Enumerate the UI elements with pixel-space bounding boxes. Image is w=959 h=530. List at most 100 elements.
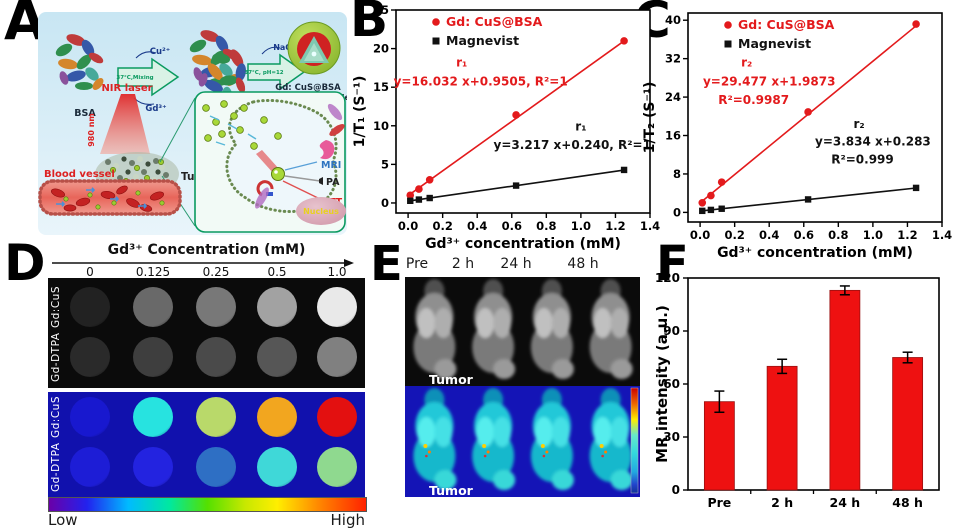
fit-annotation: y=29.477 x+1.9873: [703, 75, 835, 89]
y-tick-label: 15: [373, 80, 389, 94]
y-tick-label: 0: [672, 483, 680, 497]
sample-well-Gd-DTPA-1.0: [317, 337, 357, 377]
data-point: [707, 191, 715, 200]
data-point: [512, 111, 520, 119]
naoh-curved-arrow: [261, 46, 281, 55]
y-tick-label: 25: [373, 3, 389, 17]
sample-well-Gd-DTPA-0: [70, 337, 110, 377]
panel-a-scheme: BSA 37°C,Mixing Cu²⁺ Gd³⁺ Gd-BSA-Cu comp…: [38, 12, 355, 239]
sample-well-Gd:CuS-0: [70, 397, 110, 437]
sample-well-Gd:CuS-0.5: [257, 397, 297, 437]
x-tick-label: 0.8: [536, 219, 556, 233]
panel-e-invivo: Pre 2 h 24 h 48 h Tumor Tumor: [376, 242, 652, 530]
sample-well-Gd:CuS-0.125: [133, 397, 173, 437]
mouse-mr-image: [405, 277, 640, 386]
cu-ion-label: Cu²⁺: [150, 47, 171, 57]
chart-svg-F: 0 30 60 90 120 Pre 2 h 24 h 48 h MR intensity (a.…: [653, 271, 940, 510]
data-point: [718, 205, 725, 212]
inset-nanoparticle-highlight: [274, 170, 278, 174]
data-point: [620, 166, 628, 174]
tumor-label-color: Tumor: [429, 483, 473, 498]
fit-annotation: y=16.032 x+0.9505, R²=1: [394, 75, 568, 89]
fit-annotation: r₁: [575, 119, 586, 133]
colorbar-low-label: Low: [48, 511, 78, 529]
x-tick-label: 1.0: [863, 228, 883, 242]
sample-well-Gd-DTPA-0.25: [196, 447, 236, 487]
gd-concentration-title: Gd³⁺ Concentration (mM): [107, 242, 306, 258]
sample-well-Gd-DTPA-0.125: [133, 447, 173, 487]
data-point: [707, 206, 715, 214]
data-point: [699, 207, 706, 215]
mr-intensity-bar-chart: 0 30 60 90 120 Pre 2 h 24 h 48 h MR intensity (a.…: [653, 242, 959, 530]
column-label-0.5: 0.5: [267, 265, 287, 279]
y-tick-label: 30: [663, 430, 680, 444]
data-point: [425, 176, 434, 184]
category-label: 48 h: [892, 495, 923, 510]
mitochondria-icon: [255, 187, 269, 209]
panel-b-letter: B: [350, 0, 389, 48]
entering-nanoparticles: [202, 100, 282, 150]
reaction-arrow-1: [117, 57, 180, 97]
sample-well-Gd:CuS-0.125: [133, 287, 173, 327]
data-point: [406, 191, 415, 200]
data-point: [415, 196, 423, 203]
pa-arrow: [284, 175, 321, 182]
nir-laser-label: NIR laser: [101, 83, 152, 94]
zoom-line-top: [159, 97, 196, 163]
t1-grayscale-image: Gd:CuS Gd-DTPA: [48, 278, 365, 388]
chart-svg-B: 0.0 0.2 0.4 0.6 0.8 1.0 1.2 1.4 0 5 10 15 20 25 Gd³⁺ c…: [352, 3, 660, 252]
data-point: [804, 108, 812, 116]
sample-well-Gd:CuS-1.0: [317, 287, 357, 327]
data-point: [912, 20, 920, 28]
x-tick-label: 0.4: [759, 228, 779, 242]
fit-annotation: r₂: [853, 117, 864, 131]
mouse-body: [530, 279, 574, 379]
y-tick-label: 40: [665, 13, 681, 27]
legend-label: Magnevist: [446, 33, 519, 48]
gd-ion-label: Gd³⁺: [145, 104, 166, 114]
relaxivity-r2-chart: 0.0 0.2 0.4 0.6 0.8 1.0 1.2 1.4 0 8 16 24 32 40 Gd³⁺ c…: [640, 0, 959, 276]
y-axis-label: 1/T₁ (S⁻¹): [352, 76, 368, 148]
cell-membrane: [225, 98, 338, 213]
blood-vessel-label: Blood vessel: [44, 169, 115, 180]
nanoparticle-label-line1: Gd: CuS@BSA: [275, 83, 341, 93]
sample-well-Gd:CuS-1.0: [317, 397, 357, 437]
fit-annotation: y=3.834 x+0.283: [815, 135, 931, 149]
mouse-body: [530, 388, 574, 490]
magnet-pole-icon: [266, 192, 273, 196]
y-tick-label: 0: [381, 196, 389, 210]
laser-wavelength-label: 980 nm: [87, 113, 96, 147]
tissue-icon: [319, 140, 335, 160]
x-tick-label: 1.0: [571, 219, 591, 233]
laser-beam: [100, 94, 150, 154]
y-tick-label: 16: [665, 129, 681, 143]
y-tick-label: 32: [665, 52, 681, 66]
panel-d-phantom: Gd³⁺ Concentration (mM) 0 0.125 0.25 0.5 1.0…: [4, 242, 370, 530]
naoh-label: NaOH: [273, 43, 299, 52]
category-label: Pre: [707, 495, 731, 510]
pa-speaker-icon: [319, 177, 323, 185]
panel-a-illustration: BSA 37°C,Mixing Cu²⁺ Gd³⁺ Gd-BSA-Cu comp…: [38, 12, 355, 235]
y-axis-label: 1/T₂ (S⁻¹): [642, 82, 658, 154]
bsa-label: BSA: [74, 108, 96, 119]
reaction-arrow-2: [247, 53, 306, 91]
sample-well-Gd-DTPA-0.5: [257, 337, 297, 377]
timepoint-Pre: Pre: [405, 256, 429, 272]
mini-colorbar: [630, 387, 639, 494]
fit-annotation: y=3.217 x+0.240, R²=1: [494, 138, 651, 152]
x-tick-label: 1.2: [897, 228, 917, 242]
row-label-Gd:CuS: Gd:CuS: [50, 286, 62, 328]
x-axis-label: Gd³⁺ concentration (mM): [717, 245, 913, 261]
x-tick-label: 0.8: [828, 228, 848, 242]
colorbar-high-label: High: [330, 511, 365, 529]
ptt-arrow: [282, 180, 319, 199]
reaction1-conditions: 37°C,Mixing: [116, 75, 153, 81]
fit-annotation: r₁: [456, 55, 467, 69]
bar-2 h: [766, 365, 798, 491]
tumor-label-gray: Tumor: [429, 372, 473, 387]
sample-well-Gd:CuS-0: [70, 287, 110, 327]
mouse-mr-image: [405, 386, 640, 497]
row-label-Gd-DTPA: Gd-DTPA: [50, 332, 62, 382]
x-tick-label: 0.6: [502, 219, 522, 233]
